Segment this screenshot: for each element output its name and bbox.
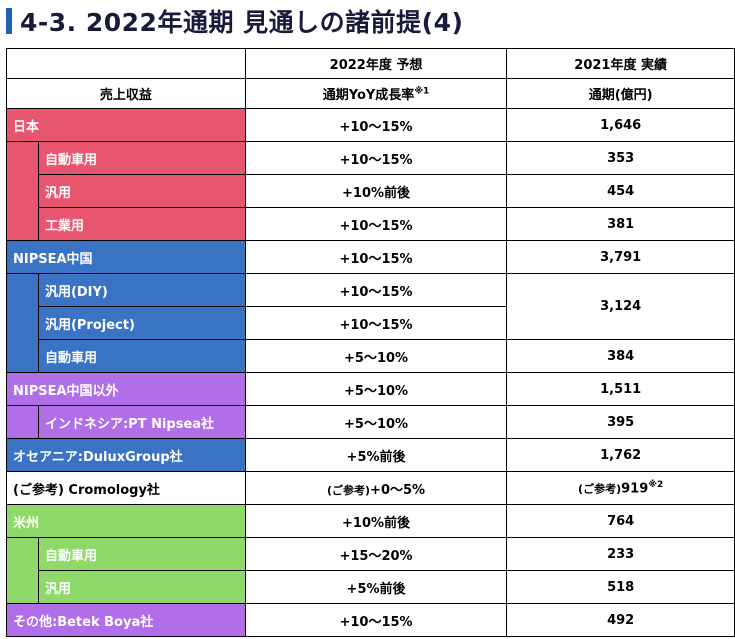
indent-japan bbox=[6, 207, 39, 241]
forecast-cell: +10%前後 bbox=[244, 174, 508, 208]
table-row: NIPSEA中国 +10～15% 3,791 bbox=[6, 240, 735, 274]
sub-china-auto: 自動車用 bbox=[37, 339, 246, 373]
sub-china-project: 汎用(Project) bbox=[37, 306, 246, 340]
table-row: NIPSEA中国以外 +5～10% 1,511 bbox=[6, 372, 735, 406]
indent-china bbox=[6, 273, 39, 307]
region-other: その他:Betek Boya社 bbox=[6, 603, 246, 637]
forecast-cell: +10%前後 bbox=[244, 504, 508, 538]
table-row: インドネシア:PT Nipsea社 +5～10% 395 bbox=[6, 405, 735, 439]
forecast-cell: +5%前後 bbox=[244, 438, 508, 472]
forecast-cell: +10～15% bbox=[244, 603, 508, 637]
indent-japan bbox=[6, 141, 39, 175]
actual-cell: 384 bbox=[506, 339, 735, 373]
table-row: オセアニア:DuluxGroup社 +5%前後 1,762 bbox=[6, 438, 735, 472]
actual-cell: 353 bbox=[506, 141, 735, 175]
header-blank bbox=[6, 48, 246, 79]
indent-japan bbox=[6, 174, 39, 208]
indent-nipsea-other bbox=[6, 405, 39, 439]
actual-cell: 395 bbox=[506, 405, 735, 439]
forecast-cell: +10～15% bbox=[244, 207, 508, 241]
table-row: 自動車用 +15～20% 233 bbox=[6, 537, 735, 571]
sub-japan-general: 汎用 bbox=[37, 174, 246, 208]
region-cromology: (ご参考) Cromology社 bbox=[6, 471, 246, 505]
forecast-cell: +5～10% bbox=[244, 339, 508, 373]
assumptions-table: 2022年度 予想 2021年度 実績 売上収益 通期YoY成長率※1 通期(億… bbox=[6, 48, 735, 637]
table-row: 米州 +10%前後 764 bbox=[6, 504, 735, 538]
table-row: 自動車用 +5～10% 384 bbox=[6, 339, 735, 373]
table-row: (ご参考) Cromology社 (ご参考)+0～5% (ご参考)919※2 bbox=[6, 471, 735, 505]
forecast-cell: +10～15% bbox=[244, 240, 508, 274]
forecast-cell: +10～15% bbox=[244, 141, 508, 175]
forecast-cell: +10～15% bbox=[244, 306, 508, 340]
region-china: NIPSEA中国 bbox=[6, 240, 246, 274]
table-row: その他:Betek Boya社 +10～15% 492 bbox=[6, 603, 735, 637]
region-nipsea-other: NIPSEA中国以外 bbox=[6, 372, 246, 406]
sub-china-diy: 汎用(DIY) bbox=[37, 273, 246, 307]
table-row: 工業用 +10～15% 381 bbox=[6, 207, 735, 241]
sub-usa-auto: 自動車用 bbox=[37, 537, 246, 571]
actual-cell-merged: 3,124 bbox=[506, 273, 735, 340]
forecast-cell: +5%前後 bbox=[244, 570, 508, 604]
actual-cell: 3,791 bbox=[506, 240, 735, 274]
table-row: 自動車用 +10～15% 353 bbox=[6, 141, 735, 175]
actual-cell: 381 bbox=[506, 207, 735, 241]
actual-cell: 233 bbox=[506, 537, 735, 571]
indent-china bbox=[6, 306, 39, 340]
header-actual-top: 2021年度 実績 bbox=[506, 48, 735, 79]
actual-cell: 492 bbox=[506, 603, 735, 637]
region-usa: 米州 bbox=[6, 504, 246, 538]
region-japan: 日本 bbox=[6, 108, 246, 142]
sub-japan-industrial: 工業用 bbox=[37, 207, 246, 241]
sub-japan-auto: 自動車用 bbox=[37, 141, 246, 175]
region-oceania: オセアニア:DuluxGroup社 bbox=[6, 438, 246, 472]
table-row: 日本 +10～15% 1,646 bbox=[6, 108, 735, 142]
table-row: 汎用(DIY) +10～15% 3,124 bbox=[6, 273, 735, 340]
actual-cell: 454 bbox=[506, 174, 735, 208]
header-forecast-bottom: 通期YoY成長率※1 bbox=[244, 78, 508, 109]
header-actual-bottom: 通期(億円) bbox=[506, 78, 735, 109]
actual-cell: 1,511 bbox=[506, 372, 735, 406]
table-row: 汎用 +10%前後 454 bbox=[6, 174, 735, 208]
forecast-cell: +15～20% bbox=[244, 537, 508, 571]
forecast-cell: +5～10% bbox=[244, 405, 508, 439]
table-row: 汎用(Project) +10～15% bbox=[6, 306, 735, 340]
indent-usa bbox=[6, 570, 39, 604]
page-title: 4-3. 2022年通期 見通しの諸前提(4) bbox=[20, 8, 464, 37]
header-revenue: 売上収益 bbox=[6, 78, 246, 109]
page-title-bar: 4-3. 2022年通期 見通しの諸前提(4) bbox=[6, 5, 463, 37]
actual-cell: 1,762 bbox=[506, 438, 735, 472]
note-1: ※1 bbox=[414, 86, 430, 97]
table-row: 汎用 +5%前後 518 bbox=[6, 570, 735, 604]
sub-usa-general: 汎用 bbox=[37, 570, 246, 604]
title-accent-bar bbox=[6, 8, 12, 34]
actual-cell: (ご参考)919※2 bbox=[506, 471, 735, 505]
indent-usa bbox=[6, 537, 39, 571]
actual-cell: 1,646 bbox=[506, 108, 735, 142]
indent-china bbox=[6, 339, 39, 373]
note-2: ※2 bbox=[648, 479, 664, 490]
header-forecast-top: 2022年度 予想 bbox=[244, 48, 508, 79]
forecast-cell: +10～15% bbox=[244, 108, 508, 142]
forecast-cell: (ご参考)+0～5% bbox=[244, 471, 508, 505]
actual-cell: 764 bbox=[506, 504, 735, 538]
forecast-cell: +5～10% bbox=[244, 372, 508, 406]
sub-indonesia: インドネシア:PT Nipsea社 bbox=[37, 405, 246, 439]
actual-cell: 518 bbox=[506, 570, 735, 604]
forecast-cell: +10～15% bbox=[244, 273, 508, 307]
